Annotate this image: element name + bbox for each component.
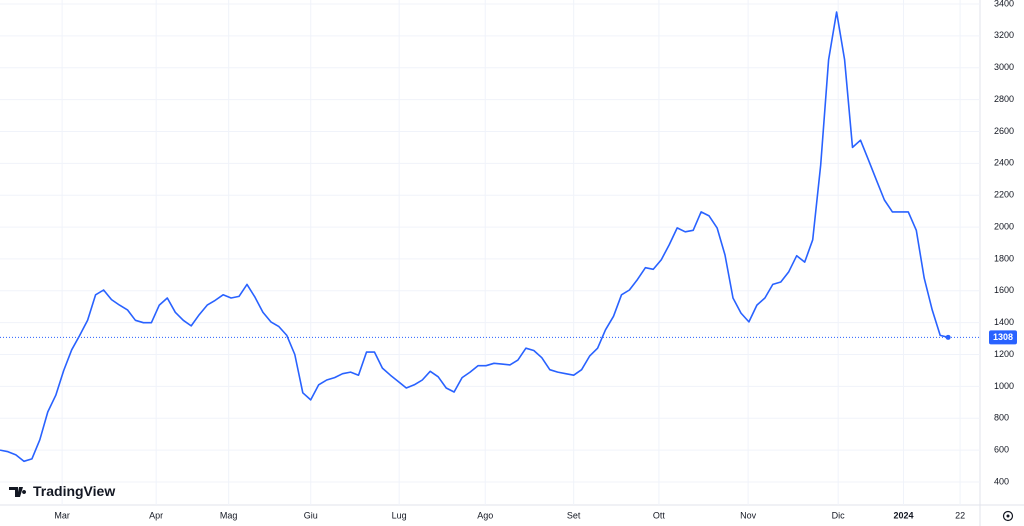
x-tick-label: Lug bbox=[392, 510, 407, 520]
y-tick-label: 1800 bbox=[994, 253, 1014, 263]
x-tick-label: 2024 bbox=[893, 510, 913, 520]
y-tick-label: 400 bbox=[994, 476, 1009, 486]
x-tick-label: Giu bbox=[304, 510, 318, 520]
y-tick-label: 3400 bbox=[994, 0, 1014, 8]
watermark: TradingView bbox=[33, 483, 115, 499]
x-tick-label: Ott bbox=[653, 510, 666, 520]
logo: TradingView bbox=[9, 483, 115, 499]
x-tick-label: Set bbox=[567, 510, 581, 520]
x-tick-label: Mag bbox=[220, 510, 238, 520]
x-tick-label: Dic bbox=[832, 510, 845, 520]
y-tick-label: 600 bbox=[994, 445, 1009, 455]
y-tick-label: 1400 bbox=[994, 317, 1014, 327]
x-tick-label: Mar bbox=[54, 510, 70, 520]
settings-icon[interactable] bbox=[1002, 510, 1014, 522]
x-tick-label: 22 bbox=[955, 510, 965, 520]
price-line bbox=[0, 11, 949, 463]
settings-icon[interactable] bbox=[1006, 514, 1010, 518]
y-tick-label: 2200 bbox=[994, 190, 1014, 200]
last-price-label: 1308 bbox=[993, 332, 1013, 342]
settings-icon[interactable] bbox=[1002, 510, 1014, 522]
y-tick-label: 2000 bbox=[994, 221, 1014, 231]
x-tick-label: Ago bbox=[477, 510, 493, 520]
x-tick-label: Apr bbox=[149, 510, 163, 520]
y-tick-label: 2400 bbox=[994, 158, 1014, 168]
x-tick-label: Nov bbox=[740, 510, 757, 520]
y-tick-label: 3000 bbox=[994, 62, 1014, 72]
y-tick-label: 1000 bbox=[994, 381, 1014, 391]
y-tick-label: 1600 bbox=[994, 285, 1014, 295]
y-tick-label: 3200 bbox=[994, 30, 1014, 40]
y-tick-label: 2800 bbox=[994, 94, 1014, 104]
last-point bbox=[945, 334, 951, 340]
y-tick-label: 1200 bbox=[994, 349, 1014, 359]
logo-icon bbox=[9, 487, 27, 497]
y-tick-label: 2600 bbox=[994, 126, 1014, 136]
y-tick-label: 800 bbox=[994, 413, 1009, 423]
last-price-box bbox=[989, 330, 1017, 345]
